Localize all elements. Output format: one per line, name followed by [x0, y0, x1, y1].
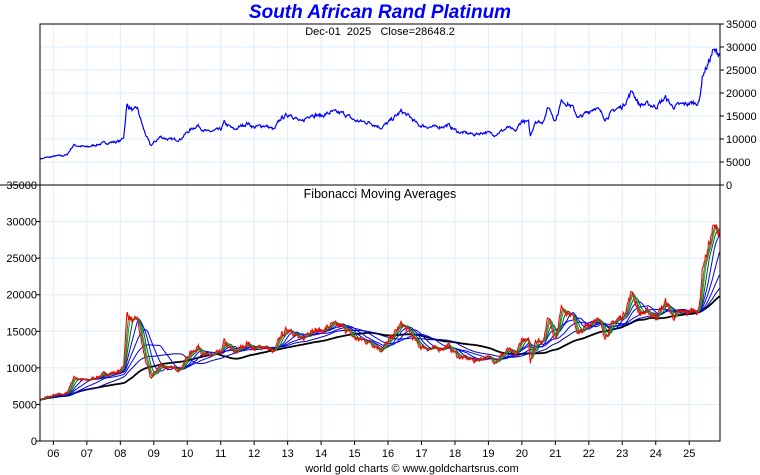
moving-average-5	[39, 225, 721, 401]
x-tick-label: 09	[148, 448, 160, 460]
y-tick-label-right: 5000	[726, 157, 750, 169]
moving-average-21	[39, 235, 721, 401]
x-tick-label: 19	[482, 448, 494, 460]
y-tick-label-right: 15000	[726, 111, 757, 123]
y-tick-label-left: 20000	[6, 290, 37, 302]
x-tick-label: 25	[683, 448, 695, 460]
footer-credit: world gold charts © www.goldchartsrus.co…	[304, 463, 519, 475]
moving-average-13	[39, 228, 720, 401]
chart-subtitle: Dec-01 2025 Close=28648.2	[305, 26, 455, 38]
x-tick-label: 21	[549, 448, 561, 460]
chart-title: South African Rand Platinum	[248, 2, 512, 23]
y-tick-label-left: 10000	[6, 363, 37, 375]
top-plot-frame	[39, 23, 721, 186]
x-tick-label: 10	[181, 448, 193, 460]
x-tick-label: 22	[583, 448, 595, 460]
x-tick-label: 08	[114, 448, 126, 460]
moving-average-8	[39, 226, 720, 401]
x-tick-label: 24	[650, 448, 662, 460]
y-tick-label-right: 20000	[726, 88, 757, 100]
y-tick-label-right: 35000	[726, 19, 757, 31]
bottom-plot-frame	[39, 184, 721, 442]
x-tick-label: 13	[282, 448, 294, 460]
y-tick-label-left: 0	[31, 436, 37, 448]
fibonacci-title: Fibonacci Moving Averages	[304, 187, 457, 201]
x-tick-label: 15	[348, 448, 360, 460]
x-tick-label: 11	[215, 448, 226, 460]
y-tick-label-right: 25000	[726, 65, 757, 77]
x-tick-label: 20	[516, 448, 528, 460]
x-tick-label: 14	[315, 448, 327, 460]
y-tick-label-left: 15000	[6, 326, 37, 338]
y-tick-label-left: 25000	[6, 253, 37, 265]
y-tick-label-left: 30000	[6, 217, 37, 229]
y-tick-label-left: 5000	[13, 399, 37, 411]
price-line-bottom	[39, 224, 721, 401]
x-tick-label: 12	[248, 448, 260, 460]
y-tick-label-left: 35000	[6, 180, 37, 192]
y-tick-label-right: 30000	[726, 42, 757, 54]
y-tick-label-right: 10000	[726, 134, 757, 146]
x-tick-label: 07	[81, 448, 93, 460]
x-tick-label: 16	[382, 448, 394, 460]
x-tick-label: 18	[449, 448, 461, 460]
x-tick-label: 23	[616, 448, 628, 460]
x-tick-label: 06	[47, 448, 59, 460]
x-tick-label: 17	[415, 448, 427, 460]
price-line-top	[39, 48, 721, 160]
y-tick-label-right: 0	[726, 180, 732, 192]
moving-average-89	[39, 288, 720, 401]
